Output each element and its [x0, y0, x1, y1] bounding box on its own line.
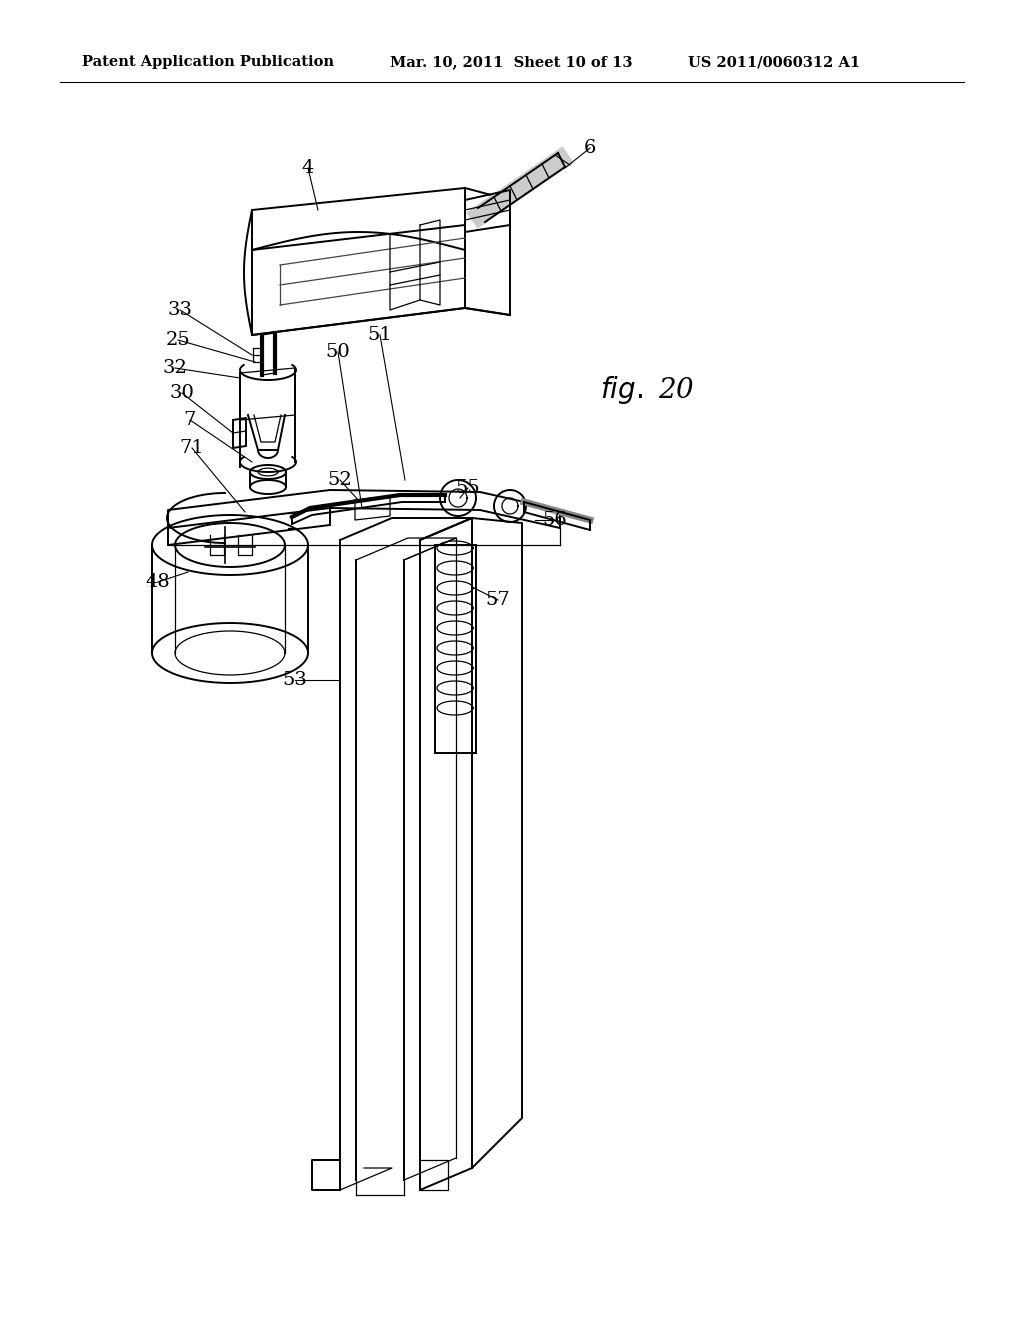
Text: 53: 53: [283, 671, 307, 689]
Text: 50: 50: [326, 343, 350, 360]
Text: 25: 25: [166, 331, 190, 348]
Text: 48: 48: [145, 573, 170, 591]
Text: 4: 4: [302, 158, 314, 177]
Text: 7: 7: [184, 411, 197, 429]
Text: US 2011/0060312 A1: US 2011/0060312 A1: [688, 55, 860, 69]
Text: 33: 33: [168, 301, 193, 319]
Text: 57: 57: [485, 591, 510, 609]
Text: Patent Application Publication: Patent Application Publication: [82, 55, 334, 69]
Text: 52: 52: [328, 471, 352, 488]
Text: 30: 30: [170, 384, 195, 403]
Text: $\mathit{fig.}$ 20: $\mathit{fig.}$ 20: [600, 374, 694, 407]
Text: 6: 6: [584, 139, 596, 157]
Text: 56: 56: [543, 511, 567, 529]
Text: 51: 51: [368, 326, 392, 345]
Text: 32: 32: [163, 359, 187, 378]
Text: 71: 71: [179, 440, 205, 457]
Text: Mar. 10, 2011  Sheet 10 of 13: Mar. 10, 2011 Sheet 10 of 13: [390, 55, 633, 69]
Text: 55: 55: [456, 479, 480, 498]
